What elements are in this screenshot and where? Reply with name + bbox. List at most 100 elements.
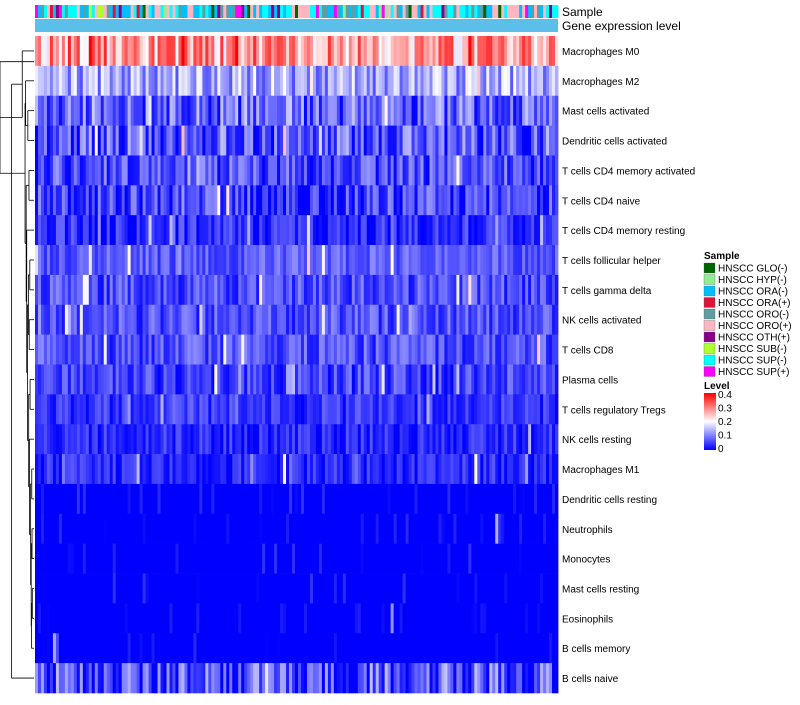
sample-annotation-cell bbox=[55, 5, 60, 18]
heatmap-cell bbox=[384, 125, 389, 156]
heatmap-cell bbox=[321, 245, 326, 276]
heatmap-cell bbox=[414, 424, 418, 455]
heatmap-cell bbox=[76, 125, 81, 156]
heatmap-cell bbox=[363, 185, 368, 216]
heatmap-cell bbox=[405, 65, 409, 97]
heatmap-cell bbox=[435, 95, 439, 126]
heatmap-cell bbox=[327, 483, 332, 515]
heatmap-cell bbox=[214, 663, 218, 694]
heatmap-cell bbox=[172, 483, 176, 515]
heatmap-cell bbox=[52, 633, 57, 664]
heatmap-cell bbox=[295, 245, 299, 276]
heatmap-cell bbox=[172, 573, 176, 604]
sample-annotation-cell bbox=[549, 5, 553, 18]
heatmap-cell bbox=[327, 36, 332, 67]
heatmap-cell bbox=[348, 215, 353, 246]
heatmap-cell bbox=[172, 245, 176, 276]
heatmap-cell bbox=[342, 36, 347, 67]
heatmap-cell bbox=[471, 274, 475, 306]
heatmap-cell bbox=[513, 364, 517, 395]
heatmap-cell bbox=[336, 245, 341, 276]
heatmap-cell bbox=[471, 334, 475, 365]
heatmap-cell bbox=[429, 95, 433, 126]
heatmap-cell bbox=[516, 215, 520, 246]
heatmap-cell bbox=[136, 633, 140, 664]
heatmap-cell bbox=[321, 394, 326, 425]
heatmap-cell bbox=[76, 274, 81, 306]
heatmap-cell bbox=[283, 663, 287, 694]
heatmap-cell bbox=[133, 603, 138, 634]
heatmap-cell bbox=[292, 424, 296, 455]
heatmap-cell bbox=[345, 95, 350, 126]
heatmap-cell bbox=[169, 36, 173, 67]
heatmap-cell bbox=[354, 125, 359, 156]
heatmap-cell bbox=[348, 603, 353, 634]
heatmap-cell bbox=[375, 364, 380, 395]
heatmap-cell bbox=[309, 483, 314, 515]
heatmap-cell bbox=[100, 394, 105, 425]
sample-annotation-cell bbox=[211, 5, 215, 18]
heatmap-cell bbox=[118, 364, 123, 395]
heatmap-cell bbox=[124, 543, 129, 574]
heatmap-cell bbox=[232, 603, 236, 634]
heatmap-cell bbox=[256, 663, 260, 694]
heatmap-cell bbox=[58, 543, 63, 574]
heatmap-cell bbox=[444, 424, 448, 455]
heatmap-cell bbox=[354, 364, 359, 395]
sample-annotation-cell bbox=[435, 5, 439, 18]
heatmap-cell bbox=[175, 245, 179, 276]
heatmap-cell bbox=[61, 513, 66, 544]
heatmap-cell bbox=[363, 95, 368, 126]
heatmap-cell bbox=[52, 454, 57, 485]
heatmap-cell bbox=[417, 245, 421, 276]
heatmap-cell bbox=[130, 663, 135, 694]
heatmap-cell bbox=[498, 603, 502, 634]
heatmap-cell bbox=[441, 573, 445, 604]
heatmap-cell bbox=[297, 483, 302, 515]
heatmap-cell bbox=[283, 424, 287, 455]
heatmap-cell bbox=[292, 155, 296, 186]
heatmap-cell bbox=[465, 185, 469, 216]
heatmap-cell bbox=[154, 394, 158, 425]
heatmap-cell bbox=[456, 603, 460, 634]
heatmap-cell bbox=[339, 543, 344, 574]
heatmap-cell bbox=[306, 65, 311, 97]
heatmap-cell bbox=[286, 364, 290, 395]
heatmap-cell bbox=[525, 215, 529, 246]
heatmap-cell bbox=[495, 36, 499, 67]
heatmap-cell bbox=[196, 36, 200, 67]
heatmap-cell bbox=[35, 483, 39, 515]
heatmap-cell bbox=[492, 633, 496, 664]
heatmap-row bbox=[35, 424, 559, 455]
heatmap-cell bbox=[381, 454, 386, 485]
heatmap-cell bbox=[516, 36, 520, 67]
heatmap-cell bbox=[378, 633, 383, 664]
heatmap-cell bbox=[297, 454, 302, 485]
heatmap-cell bbox=[327, 274, 332, 306]
heatmap-cell bbox=[477, 633, 481, 664]
heatmap-cell bbox=[115, 454, 120, 485]
heatmap-cell bbox=[181, 95, 185, 126]
heatmap-cell bbox=[381, 663, 386, 694]
heatmap-cell bbox=[100, 603, 105, 634]
heatmap-cell bbox=[172, 424, 176, 455]
sample-annotation-cell bbox=[175, 5, 179, 18]
heatmap-cell bbox=[136, 454, 140, 485]
heatmap-cell bbox=[366, 36, 371, 67]
heatmap-cell bbox=[289, 185, 293, 216]
heatmap-cell bbox=[438, 95, 442, 126]
heatmap-cell bbox=[253, 274, 257, 306]
heatmap-cell bbox=[432, 603, 436, 634]
heatmap-cell bbox=[369, 364, 374, 395]
heatmap-cell bbox=[169, 543, 173, 574]
heatmap-cell bbox=[453, 483, 457, 515]
heatmap-cell bbox=[154, 543, 158, 574]
heatmap-cell bbox=[124, 364, 129, 395]
heatmap-cell bbox=[223, 603, 227, 634]
heatmap-cell bbox=[271, 274, 275, 306]
heatmap-cell bbox=[289, 573, 293, 604]
heatmap-cell bbox=[43, 65, 48, 97]
sample-annotation-cell bbox=[327, 5, 332, 18]
heatmap-cell bbox=[121, 185, 126, 216]
heatmap-cell bbox=[387, 185, 392, 216]
